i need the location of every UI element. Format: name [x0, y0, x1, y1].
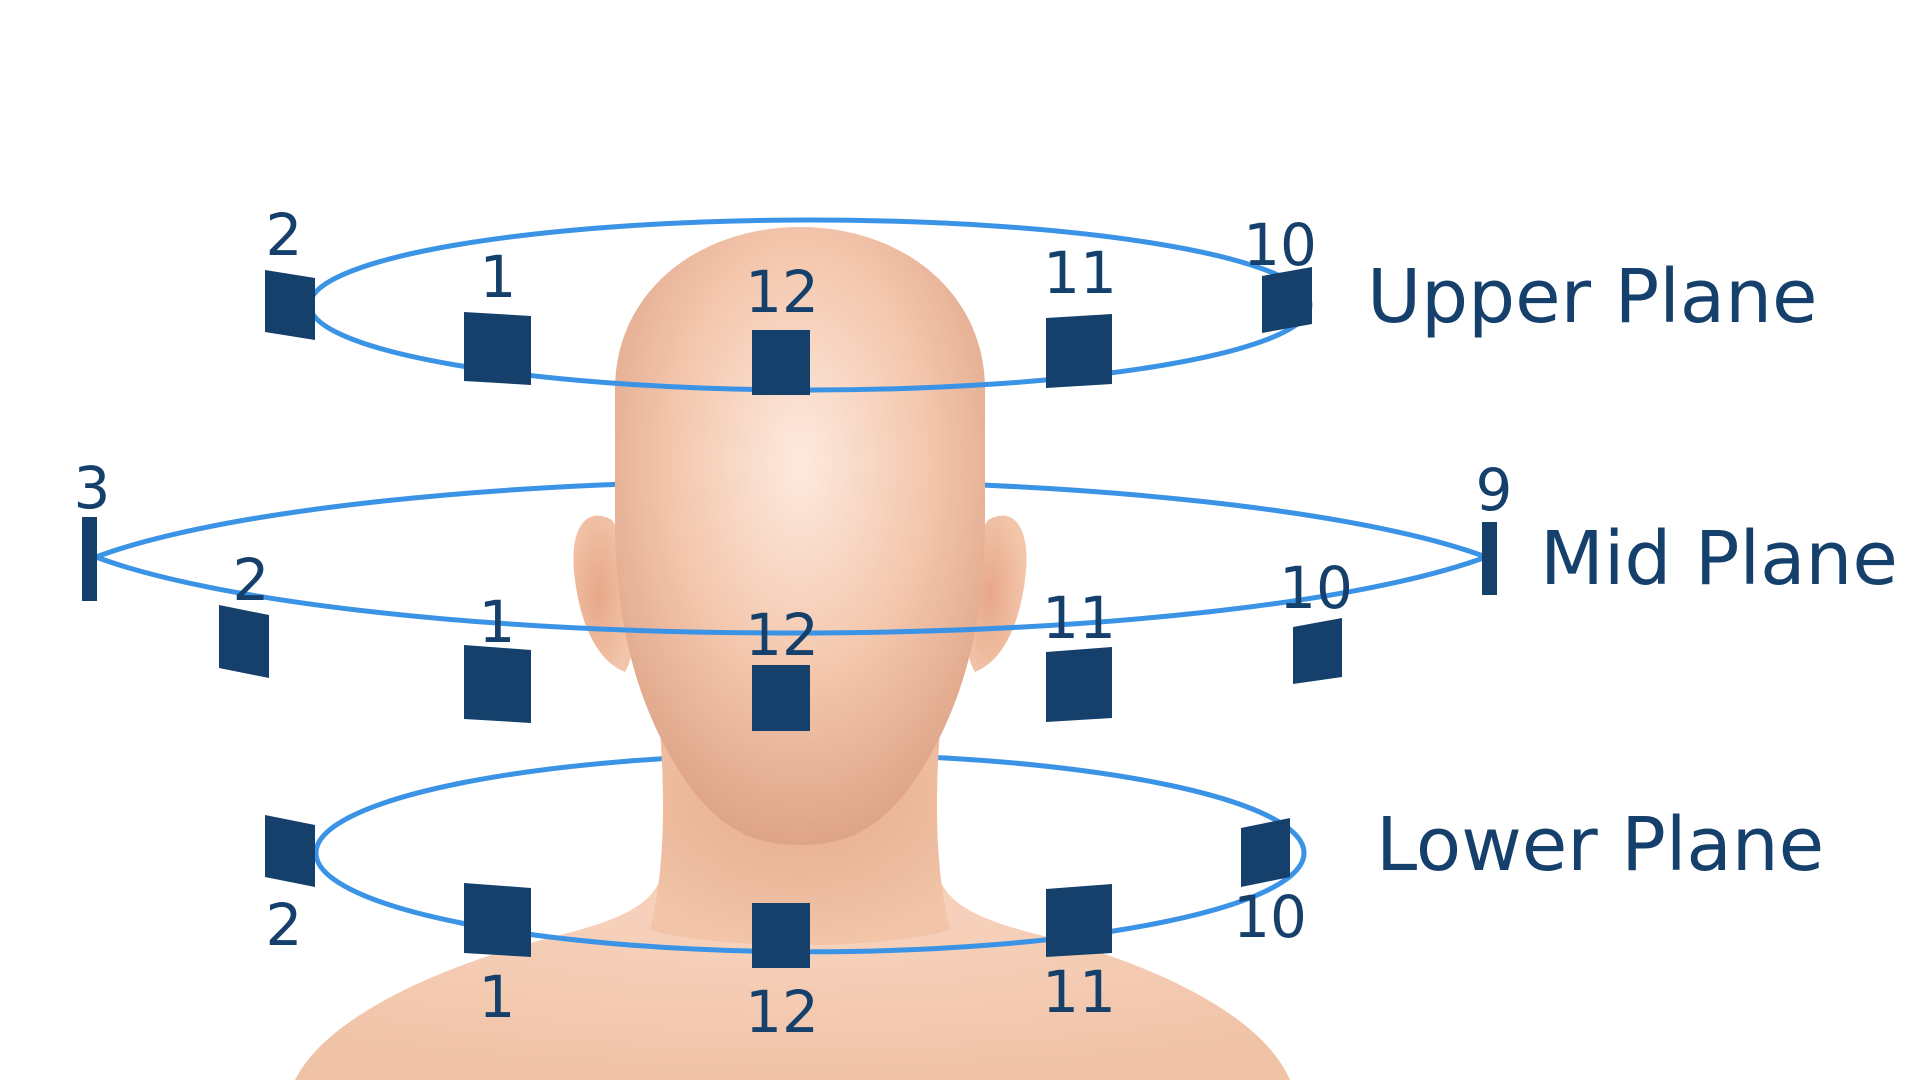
mid-speaker-1 — [464, 645, 531, 723]
upper-plane-ring-back — [307, 217, 1313, 306]
shoulders — [295, 880, 1290, 1080]
upper-speaker-11 — [1046, 314, 1112, 388]
upper-speaker-10 — [1262, 267, 1312, 333]
mid-speaker-12 — [752, 665, 810, 731]
mid-plane-ring-front — [95, 554, 1487, 636]
mid-speaker-11-number: 11 — [1042, 584, 1116, 652]
upper-plane-speakers: 2 1 12 11 10 Upper Plane — [265, 201, 1818, 395]
lower-speaker-12 — [752, 903, 810, 968]
lower-speaker-10 — [1241, 818, 1290, 887]
lower-speaker-2 — [265, 815, 315, 887]
upper-speaker-1 — [464, 312, 531, 385]
lower-speaker-2-number: 2 — [266, 891, 303, 959]
mid-speaker-9-number: 9 — [1476, 456, 1513, 524]
mid-speaker-12-number: 12 — [745, 601, 819, 669]
lower-plane-speakers: 2 1 12 11 10 Lower Plane — [265, 802, 1824, 1046]
upper-speaker-1-number: 1 — [480, 243, 517, 311]
upper-speaker-11-number: 11 — [1043, 239, 1117, 307]
mid-speaker-2-number: 2 — [233, 546, 270, 614]
lower-speaker-12-number: 12 — [745, 978, 819, 1046]
human-figure — [295, 227, 1290, 1080]
lower-speaker-1-number: 1 — [479, 963, 516, 1031]
upper-speaker-12-number: 12 — [745, 258, 819, 326]
lower-speaker-11 — [1046, 884, 1112, 957]
lower-speaker-1 — [464, 883, 531, 957]
lower-speaker-10-number: 10 — [1233, 883, 1307, 951]
upper-speaker-2 — [265, 270, 315, 340]
lower-speaker-11-number: 11 — [1042, 958, 1116, 1026]
head — [615, 227, 985, 845]
lower-plane-label: Lower Plane — [1376, 802, 1824, 888]
upper-speaker-12 — [752, 330, 810, 395]
upper-speaker-10-number: 10 — [1243, 211, 1317, 279]
mid-speaker-9 — [1482, 522, 1497, 595]
mid-speaker-2 — [219, 605, 269, 678]
upper-speaker-2-number: 2 — [266, 201, 303, 269]
mid-plane-label: Mid Plane — [1540, 516, 1898, 602]
mid-speaker-11 — [1046, 647, 1112, 722]
mid-speaker-3-number: 3 — [74, 454, 111, 522]
mid-speaker-1-number: 1 — [479, 588, 516, 656]
upper-plane-label: Upper Plane — [1367, 254, 1818, 340]
mid-speaker-10-number: 10 — [1279, 554, 1353, 622]
mid-speaker-10 — [1293, 618, 1342, 684]
mid-speaker-3 — [82, 517, 97, 601]
mid-plane-speakers: 3 2 1 12 11 10 9 Mid Plane — [74, 454, 1898, 731]
